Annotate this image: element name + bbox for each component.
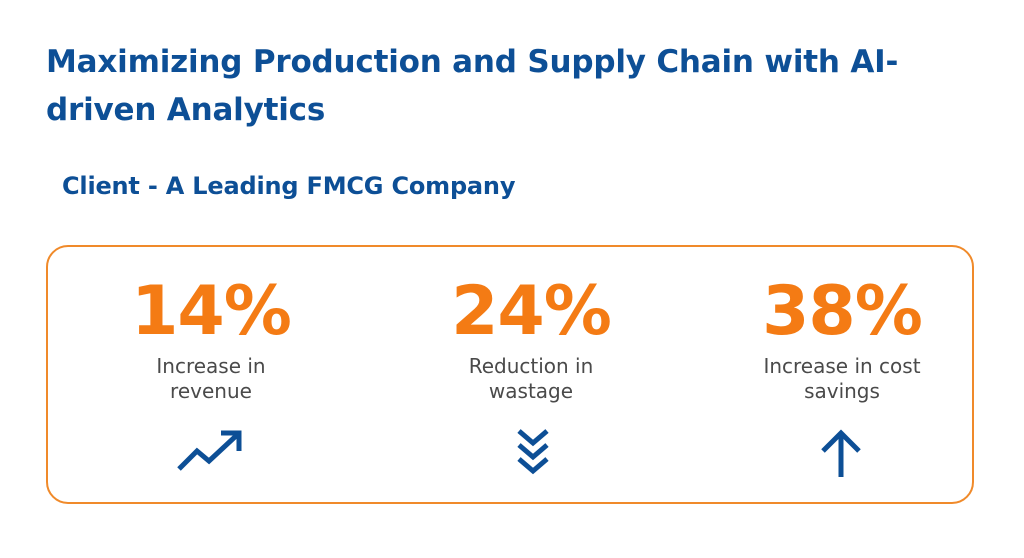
stat-revenue: 14% Increase in revenue (81, 274, 341, 404)
trend-up-icon (175, 427, 245, 475)
stat-label: Reduction in wastage (468, 354, 594, 403)
stat-value: 24% (451, 272, 612, 351)
stats-card: 14% Increase in revenue 24% Reduction in… (46, 245, 974, 504)
page-title: Maximizing Production and Supply Chain w… (46, 44, 899, 128)
stat-value: 38% (762, 272, 923, 351)
stat-wastage: 24% Reduction in wastage (401, 274, 661, 404)
double-chevron-down-icon (516, 427, 550, 479)
stat-label: Increase in cost savings (763, 354, 921, 403)
stat-label: Increase in revenue (156, 354, 266, 403)
stat-value: 14% (131, 272, 292, 351)
client-subtitle: Client - A Leading FMCG Company (62, 172, 516, 200)
stat-cost-savings: 38% Increase in cost savings (712, 274, 972, 404)
arrow-up-icon (818, 427, 864, 479)
